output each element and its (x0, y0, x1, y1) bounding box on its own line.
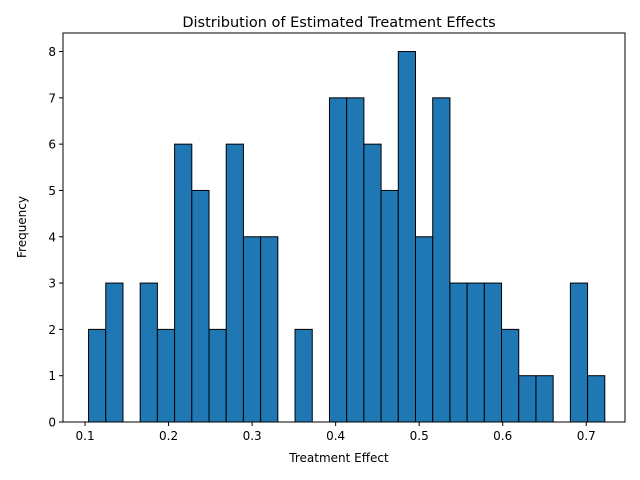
histogram-bar (483, 282, 503, 423)
x-tick-label: 0.1 (76, 429, 95, 443)
histogram-bar (208, 328, 227, 423)
plot-frame (62, 32, 626, 423)
histogram-bar (294, 328, 313, 423)
histogram-bar (449, 282, 468, 423)
histogram-bar (466, 282, 485, 423)
y-axis-label: Frequency (15, 196, 29, 258)
y-tick-label: 5 (48, 184, 56, 198)
x-tick-label: 0.4 (326, 429, 345, 443)
histogram-bar (432, 97, 451, 423)
x-axis-label: Treatment Effect (288, 451, 389, 465)
histogram-bar (518, 375, 537, 423)
histogram-bar (501, 328, 520, 423)
histogram-bar (328, 97, 348, 423)
histogram-bar (191, 189, 210, 423)
chart-title: Distribution of Estimated Treatment Effe… (182, 15, 495, 31)
bars-group (88, 51, 606, 423)
x-tick-label: 0.6 (493, 429, 512, 443)
histogram-bar (260, 236, 279, 423)
histogram-bar (415, 236, 434, 423)
y-axis-ticks: 0 1 2 3 4 5 6 7 8 (48, 45, 63, 430)
histogram-bar (174, 143, 193, 423)
y-tick-label: 8 (48, 45, 56, 59)
y-tick-label: 3 (48, 277, 56, 291)
y-tick-label: 6 (48, 138, 56, 152)
x-axis-ticks: 0.1 0.2 0.3 0.4 0.5 0.6 0.7 (76, 422, 596, 443)
histogram-bar (535, 375, 554, 423)
histogram-bar (363, 143, 382, 423)
x-tick-label: 0.5 (410, 429, 429, 443)
y-tick-label: 2 (48, 323, 56, 337)
x-tick-label: 0.7 (577, 429, 596, 443)
y-tick-label: 1 (48, 369, 56, 383)
histogram-bar (346, 97, 365, 423)
histogram-bar (380, 189, 399, 423)
x-tick-label: 0.2 (159, 429, 178, 443)
histogram-bar (587, 375, 606, 423)
y-tick-label: 4 (48, 230, 56, 244)
histogram-bar (569, 282, 589, 423)
x-tick-label: 0.3 (243, 429, 262, 443)
y-tick-label: 7 (48, 91, 56, 105)
histogram-bar (88, 328, 107, 423)
histogram-bar (397, 51, 417, 423)
y-tick-label: 0 (48, 416, 56, 430)
histogram-bar (139, 282, 158, 423)
histogram-bar (156, 328, 176, 423)
histogram-bar (242, 236, 262, 423)
histogram-bar (225, 143, 244, 423)
histogram-bar (105, 282, 124, 423)
